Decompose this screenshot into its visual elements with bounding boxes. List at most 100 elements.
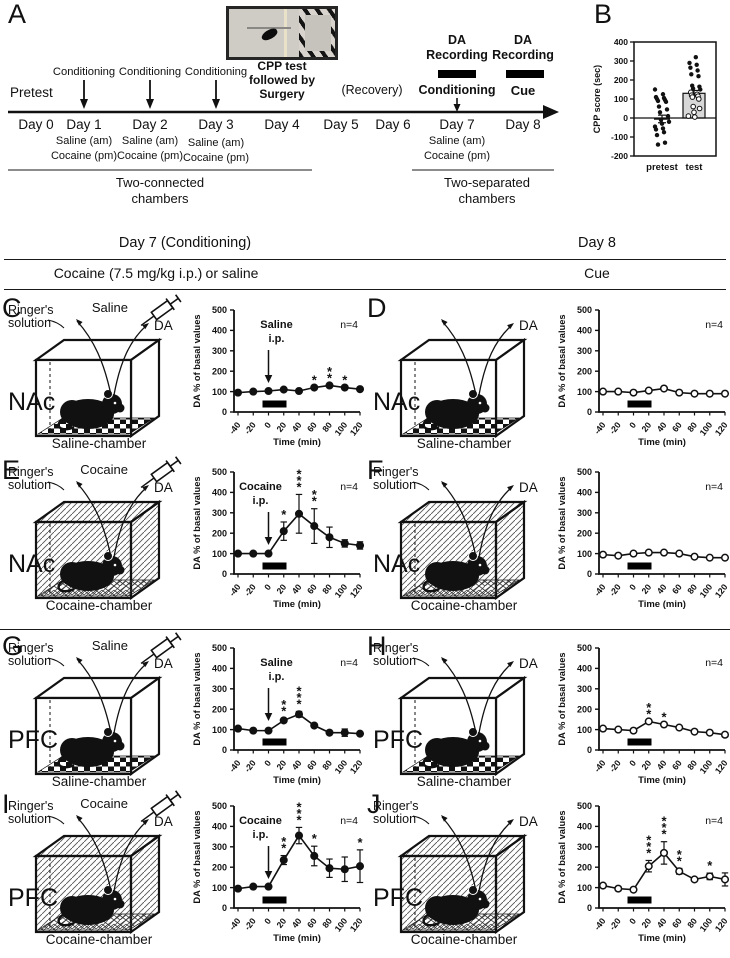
ringers-probe-line [441,320,477,396]
panel-e: E NAc Cocaine-chamber Ringer's solution DA Coc… [0,455,365,618]
conditioning-label-3: Conditioning [184,66,248,78]
svg-text:0: 0 [627,916,638,926]
da-probe-line [478,486,513,558]
brain-region-label: PFC [8,726,58,754]
svg-text:60: 60 [305,582,319,596]
svg-text:400: 400 [577,822,592,832]
panel-i: I PFC Cocaine-chamber Ringer's solution DA Coc… [0,789,365,952]
chamber-type-label: Saline-chamber [52,774,147,789]
svg-text:*: * [646,706,652,721]
cpp-test-line-2: followed by [249,73,315,87]
svg-text:500: 500 [577,467,592,477]
svg-text:200: 200 [212,704,227,714]
svg-text:-40: -40 [227,758,243,774]
svg-text:500: 500 [212,305,227,315]
ringers-label-line2: solution [8,654,51,668]
svg-text:300: 300 [577,684,592,694]
svg-text:100: 100 [698,420,715,438]
svg-text:400: 400 [577,664,592,674]
svg-text:60: 60 [305,758,319,772]
svg-text:-20: -20 [607,420,623,436]
ringers-probe-line [76,320,112,396]
two-connected-line-1: Two-connected [115,175,205,190]
conditioning-label-day7: Conditioning [418,83,496,97]
svg-text:0: 0 [222,903,227,913]
da-label: DA [154,656,173,671]
svg-text:100: 100 [212,549,227,559]
svg-text:DA % of basal values: DA % of basal values [557,810,567,903]
svg-text:-20: -20 [242,582,258,598]
saline-am-day1: Saline (am) [55,135,113,147]
svg-text:-100: -100 [611,132,628,142]
svg-text:500: 500 [212,801,227,811]
panel-j-label: J [367,789,381,819]
svg-text:400: 400 [212,326,227,336]
svg-text:-40: -40 [227,420,243,436]
saline-am-day3: Saline (am) [187,137,245,149]
svg-text:120: 120 [713,916,730,934]
svg-text:*: * [707,858,713,873]
panel-h: H PFC Saline-chamber Ringer's solution DA 0 100… [365,631,730,794]
chamber-type-label: Cocaine-chamber [46,598,153,613]
ringers-label-line2: solution [8,316,51,330]
panel-f-label: F [367,455,384,485]
svg-text:120: 120 [348,420,365,438]
svg-text:DA % of basal values: DA % of basal values [192,314,202,407]
day-1: Day 1 [66,117,102,132]
day-2: Day 2 [132,117,168,132]
header-day8: Day 8 [578,235,616,251]
svg-text:300: 300 [212,508,227,518]
svg-text:*: * [327,370,333,385]
svg-text:Time (min): Time (min) [273,437,321,448]
svg-text:100: 100 [577,549,592,559]
day-3: Day 3 [198,117,234,132]
svg-text:*: * [312,831,318,846]
da-label: DA [154,318,173,333]
svg-text:100: 100 [333,582,350,600]
svg-text:100: 100 [212,725,227,735]
svg-text:*: * [661,814,667,829]
ringers-label-line2: solution [373,812,416,826]
svg-text:-40: -40 [592,582,608,598]
svg-text:200: 200 [577,528,592,538]
svg-text:Saline: Saline [260,319,292,331]
svg-text:60: 60 [670,420,684,434]
day-6: Day 6 [375,117,411,132]
svg-text:Time (min): Time (min) [273,599,321,610]
svg-text:i.p.: i.p. [269,333,285,345]
svg-text:0: 0 [587,407,592,417]
svg-text:DA % of basal values: DA % of basal values [557,476,567,569]
da-label-day7: DA [447,33,467,47]
day-4: Day 4 [264,117,300,132]
da-label: DA [519,656,538,671]
svg-text:-20: -20 [607,758,623,774]
panel-g: G PFC Saline-chamber Ringer's solution DA Sali… [0,631,365,794]
svg-text:0: 0 [262,758,273,768]
da-probe-line [113,486,148,558]
svg-text:60: 60 [670,916,684,930]
recording-label-day7: Recording [426,48,488,62]
svg-text:*: * [661,827,667,842]
svg-text:*: * [281,507,287,522]
cue-label-day8: Cue [510,83,536,98]
svg-text:40: 40 [290,758,304,772]
svg-text:40: 40 [290,916,304,930]
mouse-silhouette [57,727,125,769]
two-connected-line-2: chambers [131,191,189,206]
svg-text:Cocaine: Cocaine [239,815,282,827]
svg-text:300: 300 [577,842,592,852]
panel-c-label: C [2,293,22,323]
svg-text:0: 0 [627,582,638,592]
header-day7: Day 7 (Conditioning) [118,235,252,251]
chamber-type-label: Saline-chamber [417,436,512,451]
cpp-test-line-3: Surgery [259,87,305,101]
svg-text:*: * [296,806,302,821]
da-probe-line [113,662,148,734]
svg-text:0: 0 [627,420,638,430]
